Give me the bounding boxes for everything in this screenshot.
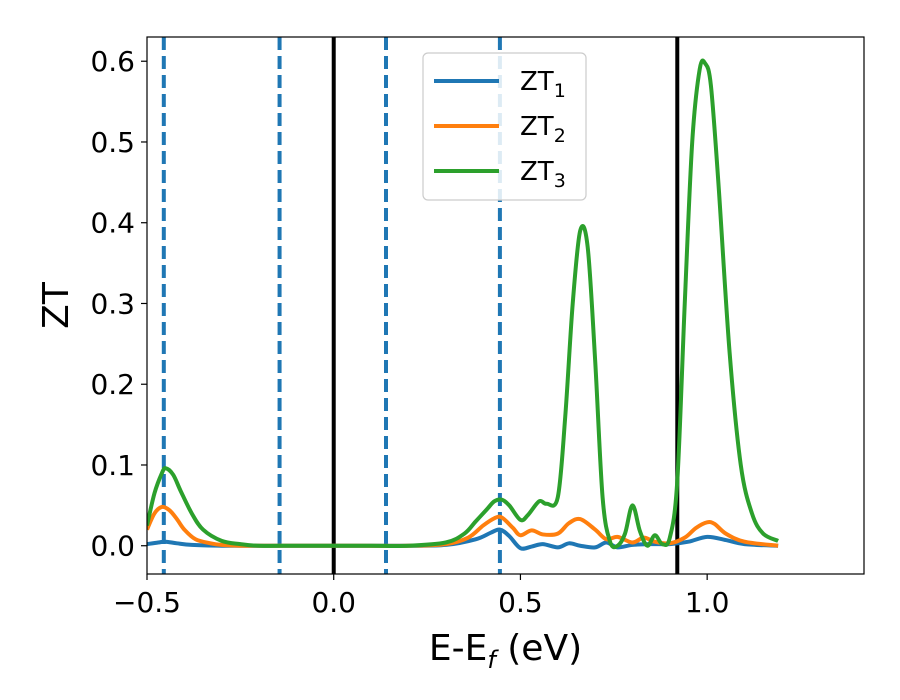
- legend-label-zt3: ZT3: [520, 157, 566, 192]
- plot-frame: [146, 36, 865, 575]
- x-axis-title-main: E-E: [429, 628, 487, 669]
- series-lines: [147, 58, 779, 551]
- series-line-zt3: [147, 58, 779, 550]
- x-tick-label: −0.5: [113, 586, 181, 619]
- y-tick-label: 0.0: [90, 530, 135, 563]
- y-tick-label: 0.4: [90, 207, 135, 240]
- x-tick-label: 0.0: [311, 586, 356, 619]
- x-tick-label: 0.5: [498, 586, 543, 619]
- y-tick-label: 0.1: [90, 449, 135, 482]
- y-tick-label: 0.6: [90, 45, 135, 78]
- y-axis-title: ZT: [36, 281, 77, 329]
- y-tick-label: 0.2: [90, 368, 135, 401]
- y-tick-label: 0.5: [90, 126, 135, 159]
- series-line-zt2: [147, 504, 779, 548]
- x-tick-label: 1.0: [685, 586, 730, 619]
- legend-box: [422, 52, 587, 201]
- x-axis: −0.5 0.0 0.5 1.0: [113, 574, 729, 619]
- legend: ZT1 ZT2 ZT3: [422, 52, 587, 201]
- reference-lines: [161, 37, 680, 574]
- y-tick-label: 0.3: [90, 287, 135, 320]
- legend-label-zt2: ZT2: [520, 112, 566, 147]
- x-axis-title-unit: (eV): [496, 628, 582, 669]
- legend-label-zt1: ZT1: [520, 67, 566, 102]
- y-axis: 0.0 0.1 0.2 0.3 0.4 0.5 0.6: [90, 45, 147, 563]
- x-axis-title: E-Ef (eV): [429, 628, 582, 674]
